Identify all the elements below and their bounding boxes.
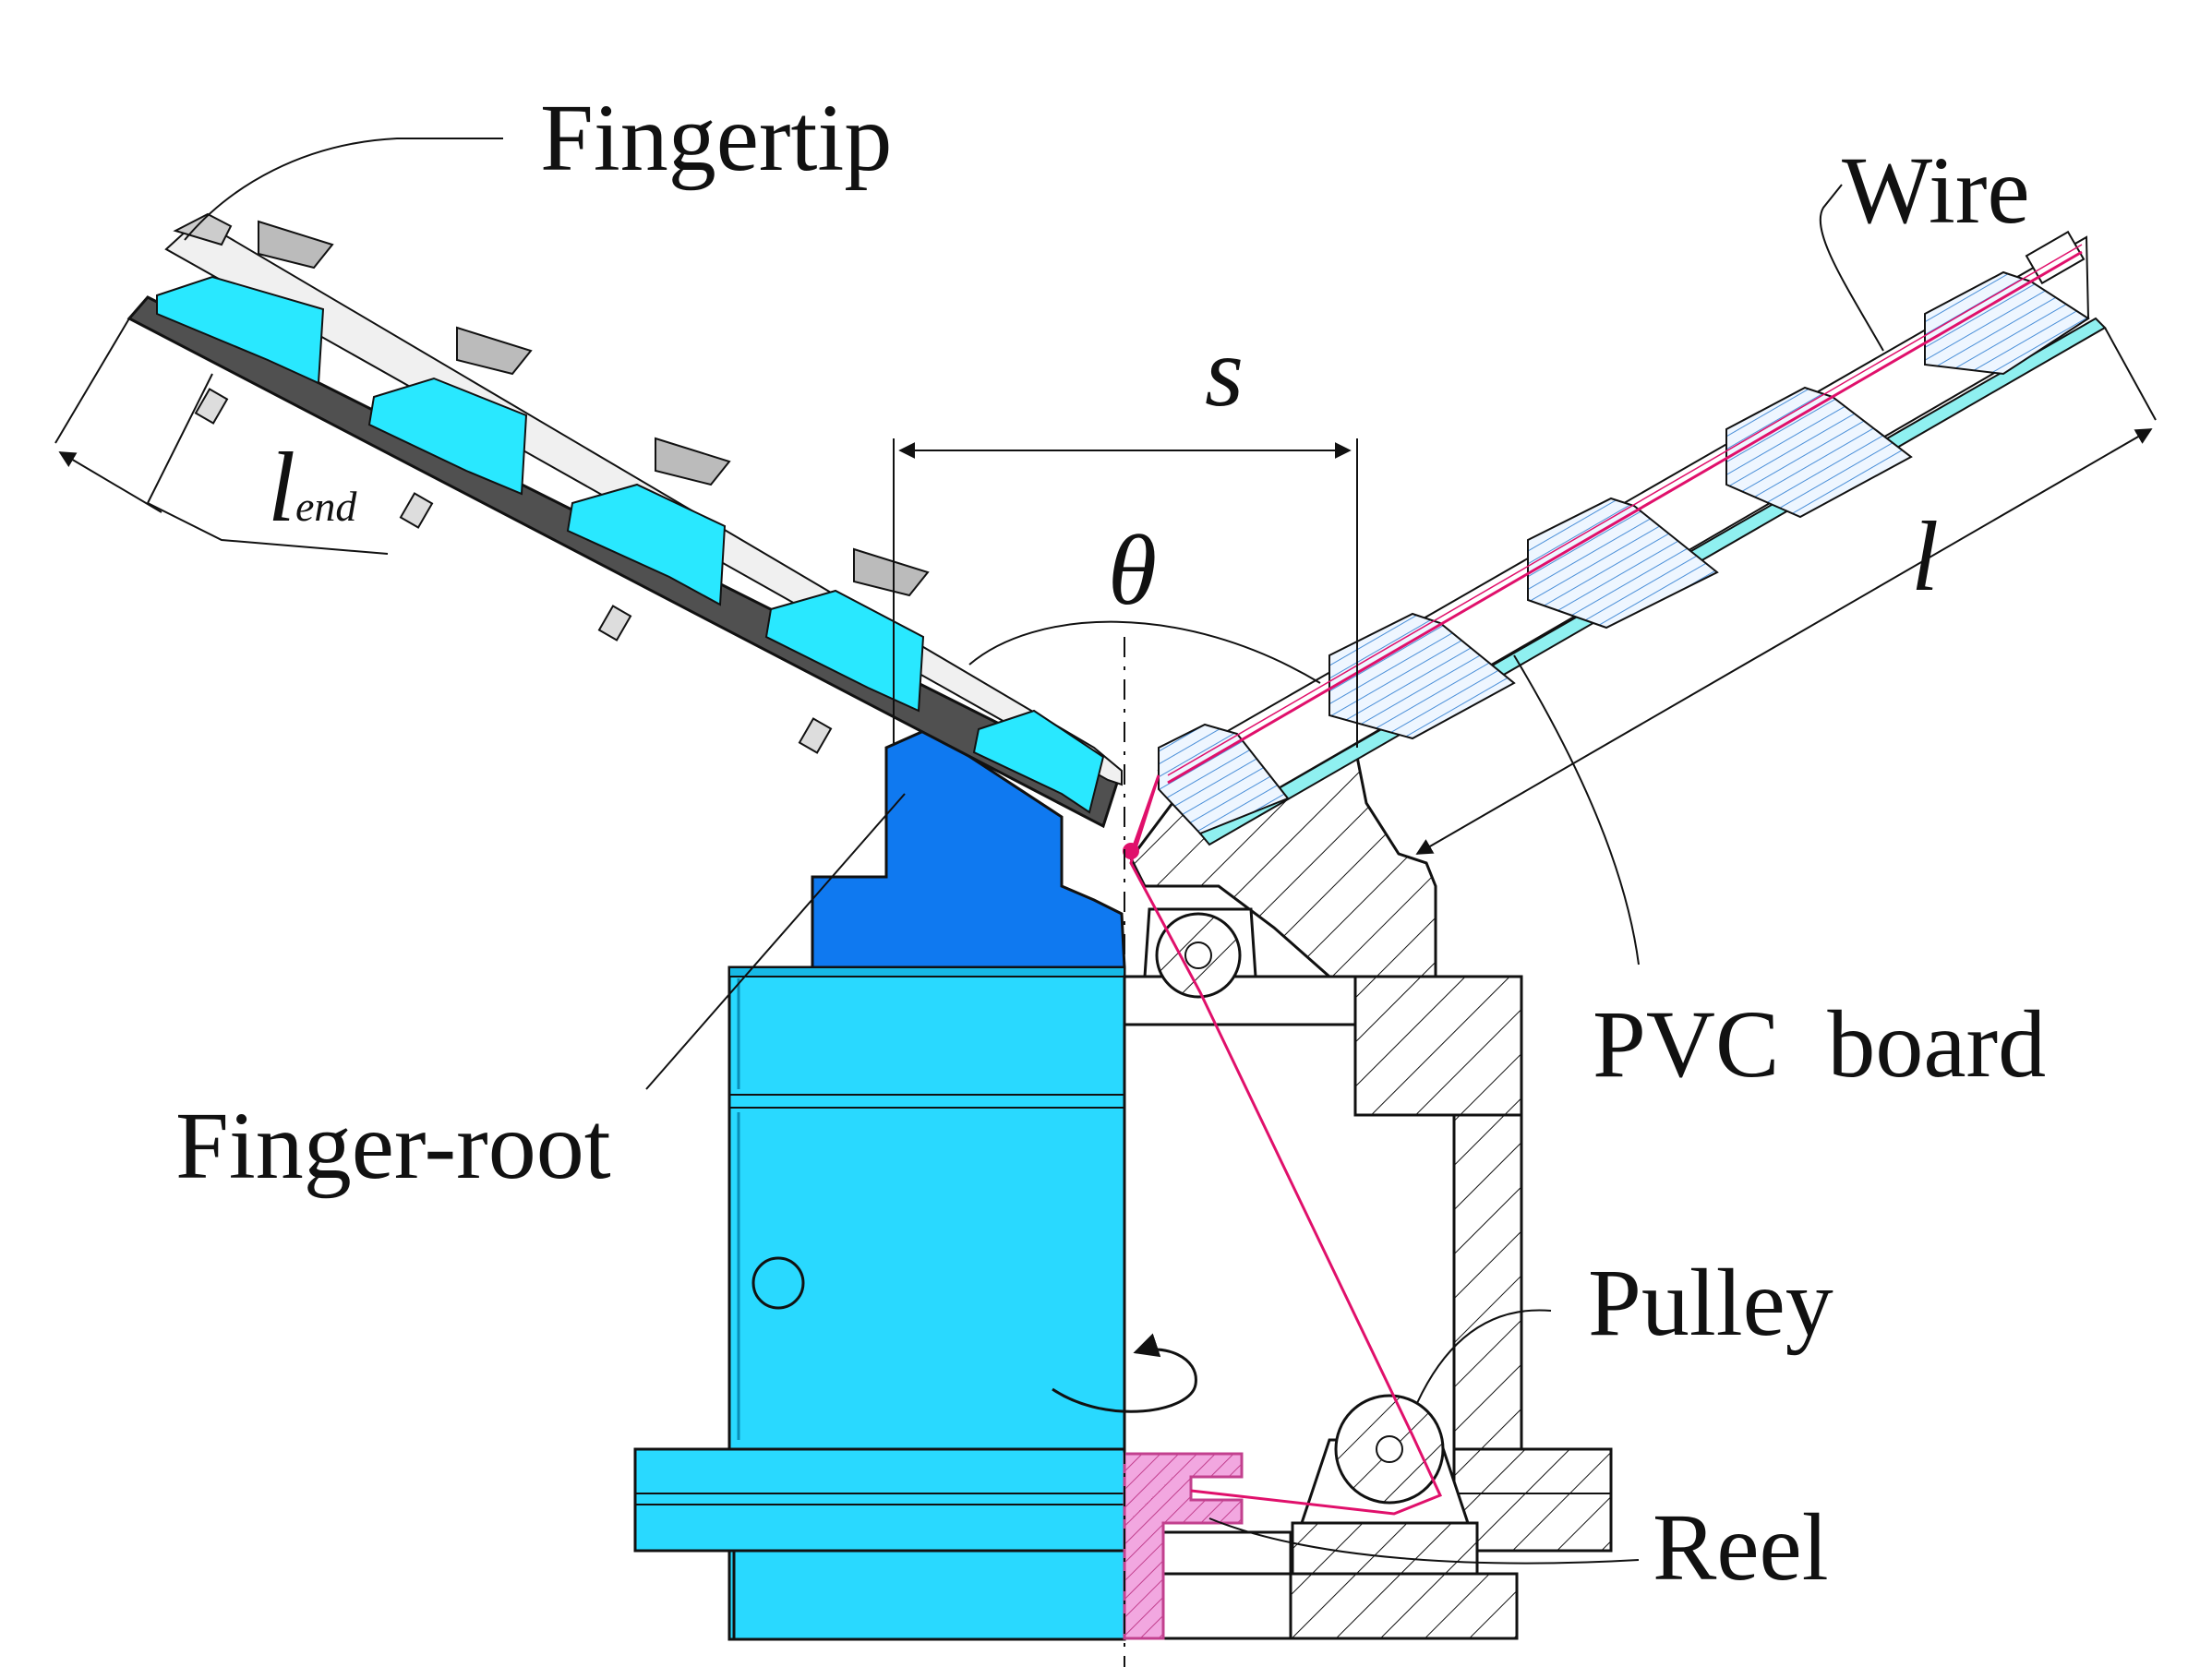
s-dimension bbox=[893, 438, 1358, 748]
lower-pulley bbox=[1299, 1394, 1471, 1525]
bottom-block bbox=[1289, 1572, 1519, 1640]
reel-leader bbox=[1208, 1517, 1640, 1565]
label-theta: θ bbox=[1108, 516, 1158, 626]
label-finger-root: Finger-root bbox=[175, 1093, 611, 1199]
finger-root-leader bbox=[645, 793, 906, 1090]
segment-1 bbox=[1158, 723, 1290, 835]
rotation-arrow bbox=[1052, 1333, 1197, 1413]
reel bbox=[1123, 1452, 1244, 1640]
cyan-segment-3 bbox=[566, 483, 727, 606]
mounting-hole bbox=[751, 1256, 805, 1310]
cyan-segment-2 bbox=[367, 377, 528, 496]
finger-base-plate bbox=[126, 295, 1119, 829]
cyan-segment-5 bbox=[972, 709, 1105, 814]
segment-5 bbox=[1924, 270, 2090, 376]
side-wall bbox=[1452, 1113, 1523, 1458]
wire-leader bbox=[1819, 184, 1884, 352]
label-reel: Reel bbox=[1653, 1494, 1829, 1601]
fingertip-cap bbox=[2025, 230, 2086, 285]
label-wire: Wire bbox=[1842, 138, 2030, 244]
top-plate bbox=[1123, 975, 1357, 1026]
label-l: l bbox=[1911, 502, 1940, 612]
housing-section bbox=[1123, 755, 1613, 1640]
wire-path bbox=[1129, 774, 1443, 1516]
upper-pulley bbox=[1143, 907, 1257, 999]
base-flange bbox=[633, 1447, 1126, 1553]
pulley-leader bbox=[1416, 1309, 1552, 1404]
side-block-upper bbox=[1353, 975, 1523, 1117]
fingertip-leader bbox=[184, 138, 503, 241]
label-s: s bbox=[1205, 318, 1244, 427]
label-pulley: Pulley bbox=[1588, 1250, 1833, 1356]
label-pvc-board: PVC board bbox=[1593, 991, 2047, 1097]
bolt-2 bbox=[399, 492, 434, 529]
label-lend-main: l bbox=[268, 433, 296, 543]
bolt-4 bbox=[798, 717, 833, 754]
bolt-1 bbox=[194, 388, 229, 425]
wire-anchor-dot bbox=[1123, 843, 1139, 859]
label-lend: lend bbox=[268, 438, 356, 538]
theta-arc bbox=[968, 620, 1321, 684]
cyan-segment-1 bbox=[156, 275, 325, 385]
bolt-3 bbox=[597, 605, 632, 642]
label-fingertip: Fingertip bbox=[540, 85, 893, 191]
l-dimension bbox=[1415, 327, 2157, 855]
cylinder-collar bbox=[728, 966, 1125, 977]
finger-root-body bbox=[633, 727, 1197, 1641]
wire-finger bbox=[1167, 250, 2083, 785]
left-finger bbox=[126, 212, 1123, 829]
label-lend-sub: end bbox=[295, 483, 357, 530]
lend-dimension bbox=[54, 318, 389, 555]
pvc-leader bbox=[1513, 654, 1640, 965]
cyan-segment-4 bbox=[764, 589, 925, 713]
finger-root-block bbox=[811, 727, 1126, 969]
